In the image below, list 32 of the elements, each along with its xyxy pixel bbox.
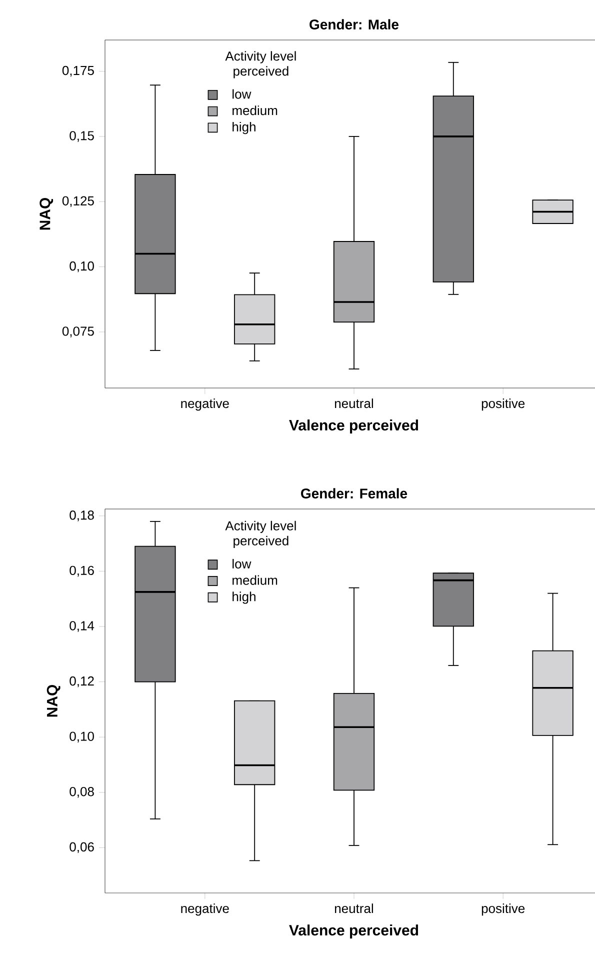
x-tick-label: neutral	[334, 398, 374, 408]
legend-title: Activity level perceived	[225, 51, 296, 78]
chart-title: Gender: Male	[310, 19, 399, 30]
y-tick-label: 0,10	[70, 261, 94, 272]
chart-title: Gender: Female	[301, 488, 408, 498]
y-tick-label: 0,06	[70, 842, 94, 854]
legend-label: low	[232, 89, 252, 99]
y-tick-label: 0,16	[70, 566, 94, 577]
x-tick-label: positive	[482, 398, 525, 411]
y-tick-label: 0,18	[70, 510, 94, 522]
x-axis-title: Valence perceived	[289, 420, 418, 434]
legend-label: medium	[232, 575, 278, 585]
y-tick-label: 0,15	[70, 131, 94, 142]
y-axis-title: NAQ	[40, 198, 54, 230]
legend-label: high	[232, 122, 256, 134]
legend-label: medium	[232, 106, 278, 116]
legend-title: Activity level perceived	[225, 520, 296, 548]
x-axis-title: Valence perceived	[289, 924, 418, 938]
y-tick-label: 0,175	[62, 66, 94, 77]
legend-label: low	[232, 558, 252, 568]
x-tick-label: negative	[181, 398, 229, 411]
y-tick-label: 0,125	[62, 196, 94, 207]
y-tick-label: 0,08	[70, 786, 94, 798]
x-tick-label: positive	[482, 904, 525, 916]
y-tick-label: 0,14	[70, 621, 94, 632]
y-tick-label: 0,075	[62, 326, 94, 338]
x-tick-label: neutral	[334, 904, 374, 914]
x-tick-label: negative	[181, 904, 229, 916]
y-tick-label: 0,12	[70, 676, 94, 688]
legend-label: high	[232, 592, 256, 604]
y-axis-title: NAQ	[46, 684, 60, 717]
y-tick-label: 0,10	[70, 732, 94, 742]
